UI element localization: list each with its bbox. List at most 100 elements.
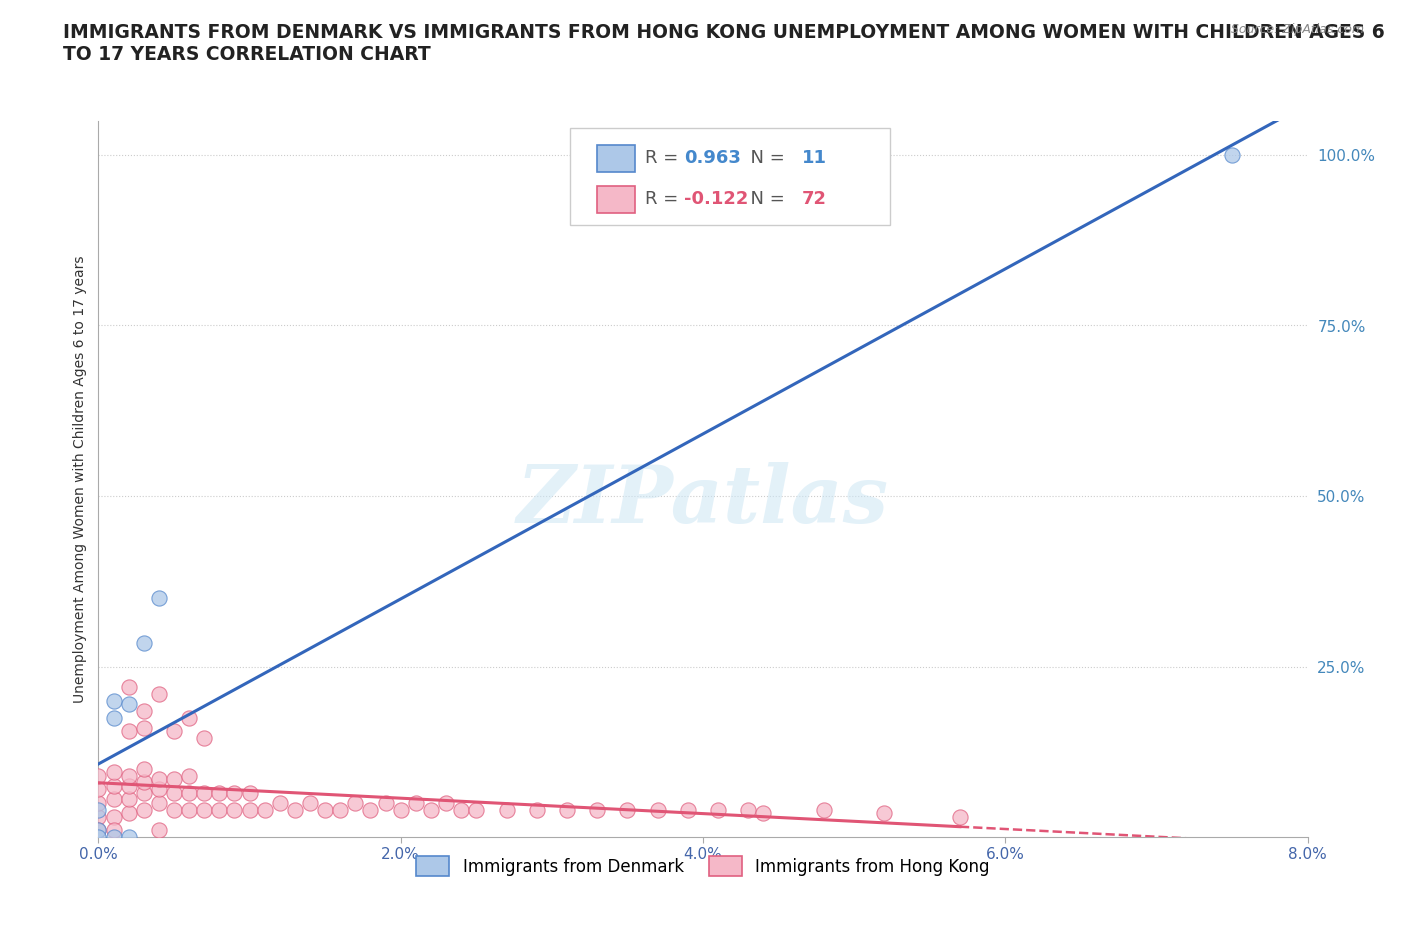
Point: [179, 768, 201, 783]
Point: [949, 809, 972, 824]
Point: [616, 803, 638, 817]
Point: [434, 795, 457, 810]
Point: [224, 803, 246, 817]
Point: [224, 785, 246, 800]
Point: [87, 803, 110, 817]
Point: [103, 792, 125, 807]
Point: [87, 830, 110, 844]
FancyBboxPatch shape: [569, 128, 890, 225]
Point: [103, 764, 125, 779]
Point: [148, 795, 170, 810]
Point: [284, 803, 307, 817]
Point: [118, 724, 141, 738]
FancyBboxPatch shape: [596, 145, 636, 172]
Point: [299, 795, 322, 810]
Point: [344, 795, 367, 810]
Point: [87, 823, 110, 838]
Point: [737, 803, 759, 817]
Point: [87, 823, 110, 838]
Point: [148, 823, 170, 838]
Point: [420, 803, 443, 817]
Text: R =: R =: [645, 191, 683, 208]
Point: [389, 803, 412, 817]
Point: [163, 785, 186, 800]
Point: [132, 775, 155, 790]
Point: [87, 782, 110, 797]
Point: [103, 711, 125, 725]
Point: [118, 680, 141, 695]
Point: [179, 711, 201, 725]
Point: [103, 693, 125, 708]
Point: [465, 803, 488, 817]
Point: [148, 591, 170, 605]
Point: [813, 803, 835, 817]
Point: [752, 805, 775, 820]
Point: [179, 803, 201, 817]
Point: [193, 731, 215, 746]
Point: [193, 785, 215, 800]
Point: [179, 785, 201, 800]
Text: TO 17 YEARS CORRELATION CHART: TO 17 YEARS CORRELATION CHART: [63, 45, 432, 63]
Point: [118, 697, 141, 711]
Point: [103, 809, 125, 824]
Point: [118, 805, 141, 820]
Point: [239, 785, 262, 800]
Point: [148, 772, 170, 787]
Point: [253, 803, 276, 817]
Point: [450, 803, 472, 817]
Point: [526, 803, 548, 817]
Point: [269, 795, 291, 810]
Point: [873, 805, 896, 820]
Text: R =: R =: [645, 150, 683, 167]
Point: [239, 803, 262, 817]
Point: [314, 803, 336, 817]
Text: -0.122: -0.122: [683, 191, 748, 208]
Point: [118, 792, 141, 807]
Point: [676, 803, 699, 817]
Point: [103, 778, 125, 793]
Point: [555, 803, 578, 817]
Text: IMMIGRANTS FROM DENMARK VS IMMIGRANTS FROM HONG KONG UNEMPLOYMENT AMONG WOMEN WI: IMMIGRANTS FROM DENMARK VS IMMIGRANTS FR…: [63, 23, 1385, 42]
Point: [163, 772, 186, 787]
Text: N =: N =: [740, 150, 790, 167]
Point: [163, 803, 186, 817]
Point: [405, 795, 427, 810]
Text: N =: N =: [740, 191, 790, 208]
Point: [707, 803, 730, 817]
Point: [118, 830, 141, 844]
Point: [103, 830, 125, 844]
Point: [87, 768, 110, 783]
Point: [647, 803, 669, 817]
Point: [360, 803, 382, 817]
Point: [132, 635, 155, 650]
Point: [118, 768, 141, 783]
FancyBboxPatch shape: [596, 186, 636, 213]
Point: [103, 823, 125, 838]
Text: ZIPatlas: ZIPatlas: [517, 461, 889, 539]
Point: [132, 803, 155, 817]
Point: [163, 724, 186, 738]
Legend: Immigrants from Denmark, Immigrants from Hong Kong: Immigrants from Denmark, Immigrants from…: [409, 850, 997, 883]
Point: [193, 803, 215, 817]
Y-axis label: Unemployment Among Women with Children Ages 6 to 17 years: Unemployment Among Women with Children A…: [73, 255, 87, 703]
Text: 0.963: 0.963: [683, 150, 741, 167]
Point: [495, 803, 517, 817]
Text: 11: 11: [803, 150, 827, 167]
Point: [87, 795, 110, 810]
Text: 72: 72: [803, 191, 827, 208]
Point: [132, 703, 155, 718]
Point: [87, 809, 110, 824]
Point: [118, 778, 141, 793]
Text: Source: ZipAtlas.com: Source: ZipAtlas.com: [1230, 23, 1364, 36]
Point: [374, 795, 396, 810]
Point: [132, 762, 155, 777]
Point: [586, 803, 609, 817]
Point: [208, 785, 231, 800]
Point: [1220, 148, 1243, 163]
Point: [148, 782, 170, 797]
Point: [329, 803, 352, 817]
Point: [208, 803, 231, 817]
Point: [148, 686, 170, 701]
Point: [132, 785, 155, 800]
Point: [132, 721, 155, 736]
